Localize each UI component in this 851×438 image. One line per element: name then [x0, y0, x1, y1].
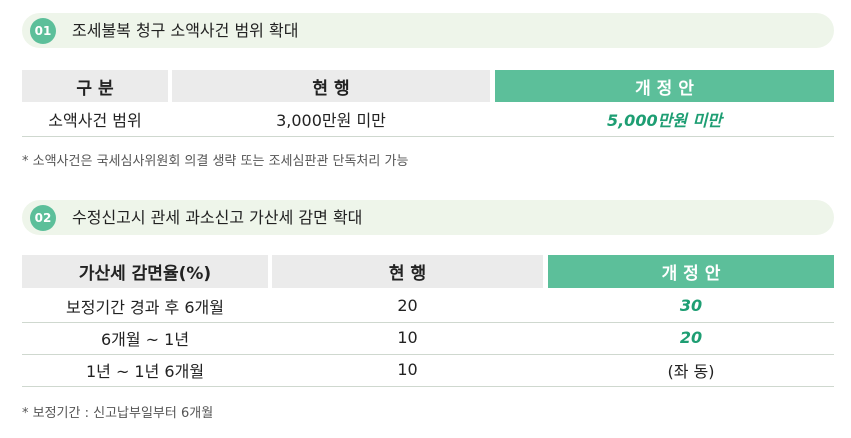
- table-cell: 소액사건 범위: [48, 111, 142, 130]
- section-header: 02 수정신고시 관세 과소신고 가산세 감면 확대: [22, 200, 834, 235]
- table-cell: 1년 ~ 1년 6개월: [85, 361, 205, 381]
- table-row: 소액사건 범위 3,000만원 미만 5,000만원 미만: [22, 103, 834, 135]
- section-number: 01: [30, 18, 56, 44]
- row-divider: [22, 136, 834, 137]
- table-cell: (좌 동): [667, 361, 715, 381]
- table-cell: 6개월 ~ 1년: [100, 329, 190, 349]
- table-cell: 20: [679, 328, 703, 347]
- section-number: 02: [30, 205, 56, 231]
- table-cell: 30: [679, 296, 703, 315]
- footnote: * 소액사건은 국세심사위원회 의결 생략 또는 조세심판관 단독처리 가능: [22, 154, 409, 169]
- section-title: 조세불복 청구 소액사건 범위 확대: [72, 21, 299, 40]
- table-cell: 보정기간 경과 후 6개월: [66, 297, 224, 317]
- table-cell: 20: [397, 296, 418, 315]
- header-cell: 개 정 안: [548, 255, 834, 288]
- table-row: 1년 ~ 1년 6개월 10 (좌 동): [22, 354, 834, 385]
- table-row: 6개월 ~ 1년 10 20: [22, 322, 834, 353]
- header-cell: 개 정 안: [495, 70, 834, 102]
- table-row: 보정기간 경과 후 6개월 20 30: [22, 290, 834, 321]
- table-cell: 3,000만원 미만: [276, 111, 386, 130]
- table-cell: 10: [397, 328, 418, 347]
- table-cell: 5,000만원 미만: [606, 111, 723, 130]
- section-header: 01 조세불복 청구 소액사건 범위 확대: [22, 13, 834, 48]
- row-divider: [22, 386, 834, 387]
- header-cell: 가산세 감면율(%): [22, 255, 268, 288]
- header-cell: 현 행: [272, 255, 543, 288]
- row-divider: [22, 322, 834, 323]
- footnote: * 보정기간 : 신고납부일부터 6개월: [22, 406, 214, 421]
- section-title: 수정신고시 관세 과소신고 가산세 감면 확대: [72, 208, 363, 227]
- row-divider: [22, 354, 834, 355]
- table-cell: 10: [397, 360, 418, 379]
- header-cell: 구 분: [22, 70, 168, 102]
- header-cell: 현 행: [172, 70, 490, 102]
